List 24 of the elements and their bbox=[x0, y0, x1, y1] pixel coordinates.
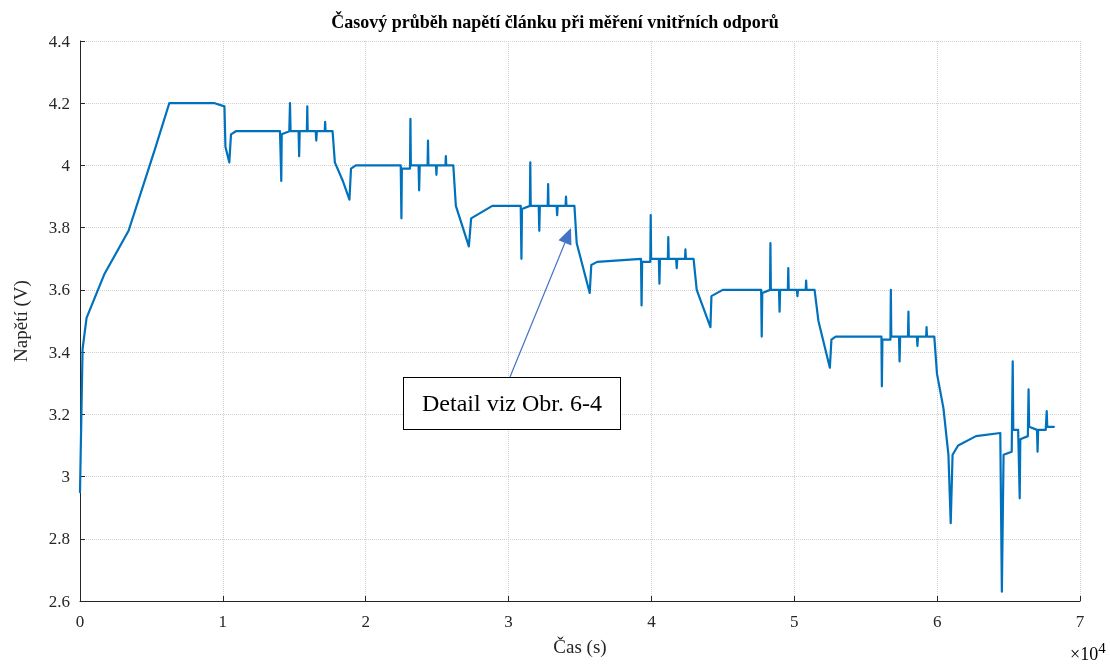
x-tick-label: 3 bbox=[504, 612, 513, 631]
x-tick-label: 5 bbox=[790, 612, 799, 631]
y-tick-label: 2.8 bbox=[48, 529, 70, 549]
x-tick-label: 4 bbox=[647, 612, 657, 631]
text: ×10$^{4}$ bbox=[1070, 640, 1106, 665]
y-axis-title: Napětí (V) bbox=[10, 280, 32, 362]
x-axis-title: Čas (s) bbox=[553, 636, 607, 658]
y-tick-label: 3 bbox=[61, 467, 70, 487]
x-tick-label: 1 bbox=[218, 612, 228, 631]
y-tick-label: 3.4 bbox=[48, 342, 71, 362]
x-tick-label: 0 bbox=[75, 612, 85, 631]
x-tick-label: 7 bbox=[1075, 612, 1085, 631]
x-tick-label: 6 bbox=[932, 612, 942, 631]
y-tick-label: 3.8 bbox=[48, 218, 70, 238]
y-tick-label: 3.6 bbox=[48, 280, 70, 300]
y-tick-label: 4 bbox=[61, 155, 71, 175]
y-tick-label: 4.2 bbox=[48, 93, 70, 113]
y-tick-label: 3.2 bbox=[48, 404, 70, 424]
y-tick-label: 4.4 bbox=[48, 31, 71, 51]
y-tick-label: 2.6 bbox=[48, 591, 70, 611]
annotation: Detail viz Obr. 6-4 bbox=[403, 377, 621, 430]
chart-title: Časový průběh napětí článku při měření vnitřních odporů bbox=[331, 11, 779, 32]
x-tick-label: 2 bbox=[361, 612, 370, 631]
line-series bbox=[78, 102, 1055, 593]
